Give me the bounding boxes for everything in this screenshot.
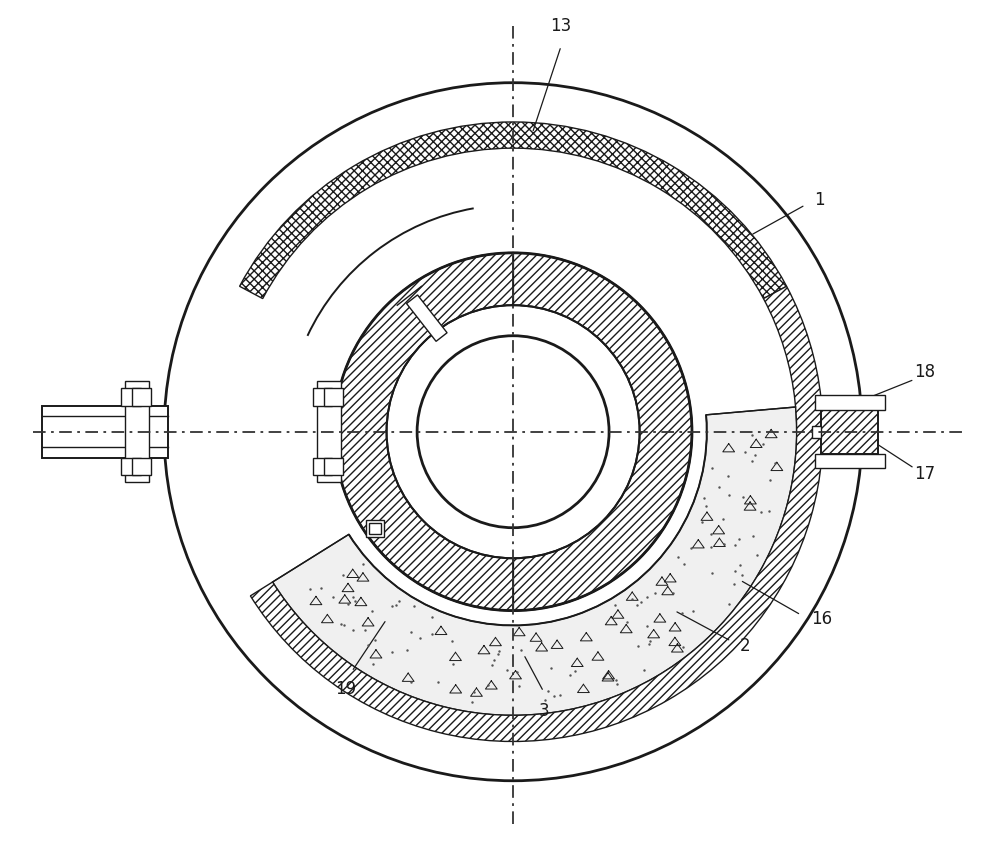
Text: 16: 16 [812, 610, 833, 629]
Text: 2: 2 [740, 636, 751, 655]
Text: 13: 13 [550, 17, 572, 35]
Polygon shape [407, 295, 447, 341]
Bar [369, 523, 381, 534]
Text: 3: 3 [538, 702, 549, 720]
Bar [313, 458, 332, 475]
Text: 18: 18 [914, 364, 936, 382]
Circle shape [164, 83, 862, 781]
Bar [317, 381, 341, 482]
Bar [313, 388, 332, 405]
Wedge shape [250, 286, 823, 741]
Bar [821, 410, 878, 453]
Text: 1: 1 [814, 191, 825, 210]
Bar [121, 388, 141, 405]
Bar [815, 453, 885, 469]
Wedge shape [273, 407, 797, 716]
Text: 17: 17 [914, 464, 936, 482]
Bar [132, 388, 151, 405]
Bar [125, 381, 149, 482]
Wedge shape [334, 253, 513, 611]
Bar [324, 458, 343, 475]
Bar [812, 426, 821, 438]
Bar [815, 395, 885, 410]
Bar [366, 519, 384, 537]
Bar [42, 405, 168, 458]
Bar [132, 458, 151, 475]
Wedge shape [240, 122, 787, 299]
Wedge shape [513, 253, 692, 611]
Bar [324, 388, 343, 405]
Text: 19: 19 [335, 680, 356, 699]
Bar [121, 458, 141, 475]
Circle shape [417, 336, 609, 528]
